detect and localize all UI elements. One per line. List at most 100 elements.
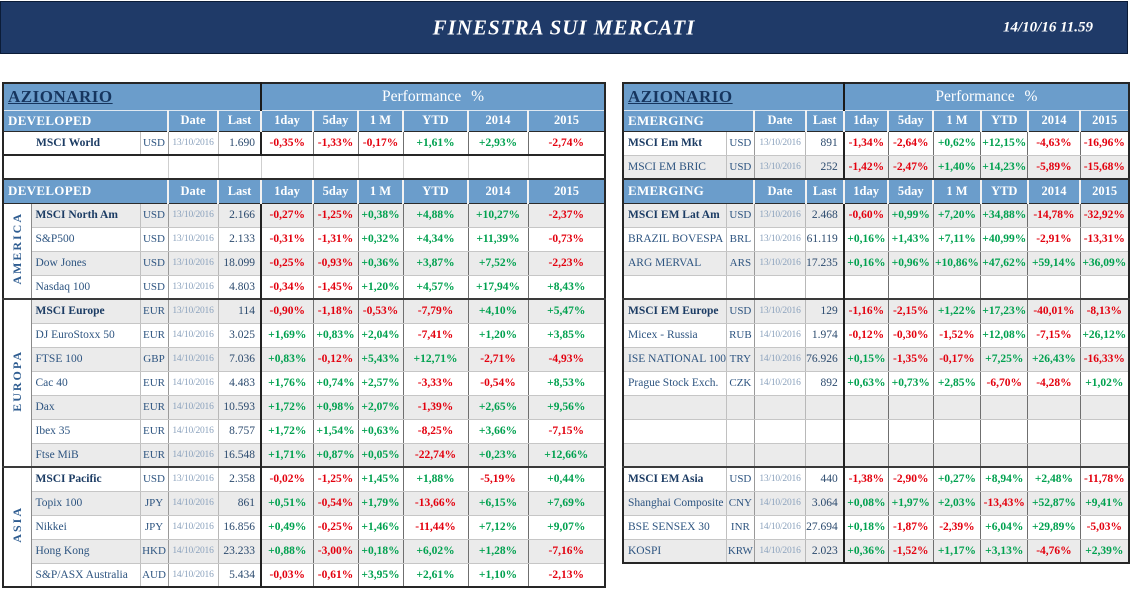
quote-date: 14/10/2016 [754, 370, 807, 396]
performance-value: +0,16% [843, 226, 889, 252]
performance-value: -13,43% [980, 490, 1029, 516]
column-header-last: Last [804, 178, 845, 204]
performance-value: -2,71% [468, 346, 529, 372]
developed-markets-table-container: AZIONARIO Performance % DEVELOPED Date Last 1… [2, 82, 606, 588]
quote-date: 13/10/2016 [168, 466, 219, 492]
performance-value: -4,93% [528, 346, 606, 372]
performance-value: +10,27% [468, 202, 529, 228]
table-row: Topix 100 JPY 14/10/2016 861 +0,51% -0,54% +1,… [3, 490, 606, 516]
performance-value [843, 394, 889, 420]
instrument-name: MSCI EM Europe [623, 298, 727, 324]
performance-value: +6,15% [468, 490, 529, 516]
instrument-name [623, 418, 727, 444]
performance-value: +0,49% [261, 514, 314, 540]
performance-value: +2,03% [933, 490, 982, 516]
currency-code: EUR [140, 418, 169, 444]
performance-value: +1,20% [468, 322, 529, 348]
performance-value: -0,73% [528, 226, 606, 252]
performance-value: +2,61% [403, 562, 469, 588]
performance-value: +3,95% [358, 562, 404, 588]
performance-value [1027, 394, 1081, 420]
performance-value: -1,25% [313, 466, 359, 492]
performance-value: +1,20% [358, 274, 404, 300]
performance-value: +1,71% [261, 442, 314, 468]
last-price: 3.025 [218, 322, 262, 348]
performance-value: +0,23% [468, 442, 529, 468]
performance-value: +3,66% [468, 418, 529, 444]
column-header-1m: 1 M [932, 178, 982, 204]
performance-value: +2,39% [1080, 538, 1130, 564]
last-price: 2.358 [218, 466, 262, 492]
performance-value: -2,91% [1027, 226, 1081, 252]
column-header-1day: 1day [260, 109, 314, 132]
section-title: AZIONARIO [8, 86, 113, 106]
instrument-name: Shanghai Composite [623, 490, 727, 516]
performance-value: -14,78% [1027, 202, 1081, 228]
column-header-last: Last [217, 178, 262, 204]
quote-date: 14/10/2016 [168, 562, 219, 588]
quote-date [754, 274, 807, 300]
table-row: S&P500 USD 13/10/2016 2.133 -0,31% -1,31% +0,3… [3, 226, 606, 252]
performance-value: +1,76% [261, 370, 314, 396]
instrument-name: Nasdaq 100 [31, 274, 141, 300]
table-row: Nasdaq 100 USD 13/10/2016 4.803 -0,34% -1,45%… [3, 274, 606, 300]
performance-value: +9,56% [528, 394, 606, 420]
last-price: 27.694 [805, 514, 845, 540]
performance-value: +0,05% [358, 442, 404, 468]
quote-date [754, 418, 807, 444]
currency-code [726, 394, 755, 420]
performance-value: -1,52% [933, 322, 982, 348]
performance-value: +1,10% [468, 562, 529, 588]
performance-value: +12,71% [403, 346, 469, 372]
instrument-name: MSCI EM BRIC [623, 154, 727, 180]
column-header-row: DEVELOPED Date Last 1day 5day 1 M YTD 2014 2015 [2, 178, 606, 204]
block-label: DEVELOPED [2, 178, 169, 204]
quote-date: 13/10/2016 [754, 250, 807, 276]
performance-value: -2,47% [888, 154, 934, 180]
currency-code: INR [726, 514, 755, 540]
performance-value: +2,57% [358, 370, 404, 396]
performance-value: -2,23% [528, 250, 606, 276]
quote-date: 14/10/2016 [754, 322, 807, 348]
performance-value: +0,32% [358, 226, 404, 252]
performance-value: +1,72% [261, 418, 314, 444]
column-header-2014: 2014 [1026, 178, 1081, 204]
last-price: 23.233 [218, 538, 262, 564]
instrument-name: Nikkei [31, 514, 141, 540]
performance-value: +1,02% [1080, 370, 1130, 396]
performance-value: +1,72% [261, 394, 314, 420]
last-price: 17.235 [805, 250, 845, 276]
performance-value [888, 274, 934, 300]
performance-value: -0,12% [843, 322, 889, 348]
instrument-name: MSCI EM Lat Am [623, 202, 727, 228]
instrument-name [623, 442, 727, 468]
last-price: 1.974 [805, 322, 845, 348]
currency-code: ARS [726, 250, 755, 276]
performance-value [933, 274, 982, 300]
column-header-date: Date [167, 109, 219, 132]
table-row: MSCI EM Europe USD 13/10/2016 129 -1,16% -2,1… [623, 298, 1130, 324]
performance-value: -11,78% [1080, 466, 1130, 492]
performance-value: +6,02% [403, 538, 469, 564]
performance-value: -40,01% [1027, 298, 1081, 324]
quote-date: 14/10/2016 [168, 442, 219, 468]
quote-date: 13/10/2016 [168, 226, 219, 252]
last-price: 18.099 [218, 250, 262, 276]
table-row: Ftse MiB EUR 14/10/2016 16.548 +1,71% +0,87% +… [3, 442, 606, 468]
instrument-name: Ftse MiB [31, 442, 141, 468]
quote-date: 14/10/2016 [754, 346, 807, 372]
performance-value: +6,04% [980, 514, 1029, 540]
currency-code: USD [726, 130, 755, 156]
last-price: 861 [218, 490, 262, 516]
currency-code: USD [726, 466, 755, 492]
block-label: EMERGING [622, 178, 755, 204]
last-price: 2.133 [218, 226, 262, 252]
performance-value: +0,87% [313, 442, 359, 468]
performance-value: +7,69% [528, 490, 606, 516]
performance-value: -2,39% [933, 514, 982, 540]
last-price: 3.064 [805, 490, 845, 516]
currency-code [726, 418, 755, 444]
table-row: MSCI Em Mkt USD 13/10/2016 891 -1,34% -2,64% +… [623, 130, 1130, 156]
performance-value: +9,41% [1080, 490, 1130, 516]
performance-value: +0,18% [358, 538, 404, 564]
